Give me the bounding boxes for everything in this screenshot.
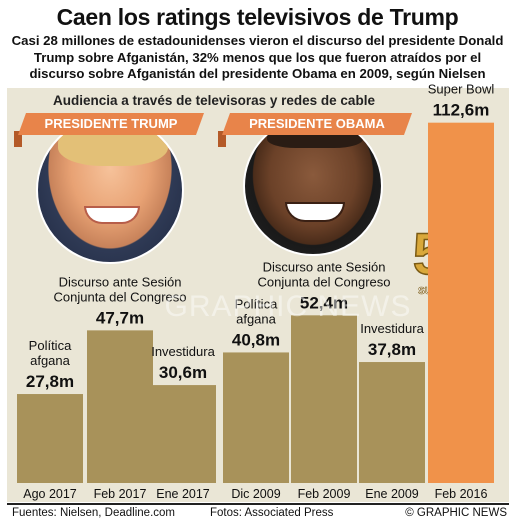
bar-label-2-line-2: Conjunta del Congreso (54, 289, 187, 304)
chart-title: Caen los ratings televisivos de Trump (56, 4, 459, 30)
bar-label-1-line-2: afgana (30, 353, 71, 368)
category-label-1: Ago 2017 (23, 487, 77, 501)
footer-photos: Fotos: Associated Press (210, 507, 334, 519)
value-label-7: 112,6m (433, 101, 490, 120)
bar-label-3-line-1: Investidura (151, 344, 215, 359)
bar-2 (87, 330, 153, 483)
value-label-2: 47,7m (96, 308, 144, 327)
bar-label-5-line-1: Discurso ante Sesión (263, 259, 386, 274)
bar-7 (428, 122, 494, 484)
chart-subtitle: Casi 28 millones de estadounidenses vier… (11, 33, 504, 81)
footer-sources: Fuentes: Nielsen, Deadline.com (12, 507, 175, 519)
bar-label-5-line-2: Conjunta del Congreso (258, 274, 391, 289)
banner-obama: PRESIDENTE OBAMA (222, 113, 412, 135)
category-label-6: Ene 2009 (365, 487, 419, 501)
bar-label-4-line-1: Política (235, 296, 278, 311)
bar-1 (17, 394, 83, 483)
banner-fold-trump (14, 131, 22, 147)
category-label-3: Ene 2017 (156, 487, 210, 501)
bar-label-6-line-1: Investidura (360, 321, 424, 336)
value-label-1: 27,8m (26, 372, 74, 391)
section-title: Audiencia a través de televisoras y rede… (53, 93, 375, 108)
footer-rule (7, 503, 509, 505)
bar-3 (150, 385, 216, 483)
category-label-5: Feb 2009 (298, 487, 351, 501)
value-label-3: 30,6m (159, 363, 207, 382)
watermark: GRAPHIC NEWS (164, 290, 412, 323)
category-label-4: Dic 2009 (231, 487, 280, 501)
footer-credit: © GRAPHIC NEWS (405, 507, 507, 519)
bar-4 (223, 352, 289, 483)
bar-5 (291, 315, 357, 483)
banner-trump: PRESIDENTE TRUMP (18, 113, 204, 135)
bar-label-4-line-2: afgana (236, 311, 277, 326)
bar-label-7-line-1: Super Bowl (428, 82, 495, 97)
bar-label-2-line-1: Discurso ante Sesión (59, 274, 182, 289)
value-label-5: 52,4m (300, 293, 348, 312)
bar-label-1-line-1: Política (29, 338, 72, 353)
value-label-6: 37,8m (368, 340, 416, 359)
bar-6 (359, 362, 425, 483)
value-label-4: 40,8m (232, 330, 280, 349)
category-label-2: Feb 2017 (94, 487, 147, 501)
banner-fold-obama (218, 131, 226, 147)
category-label-7: Feb 2016 (435, 487, 488, 501)
